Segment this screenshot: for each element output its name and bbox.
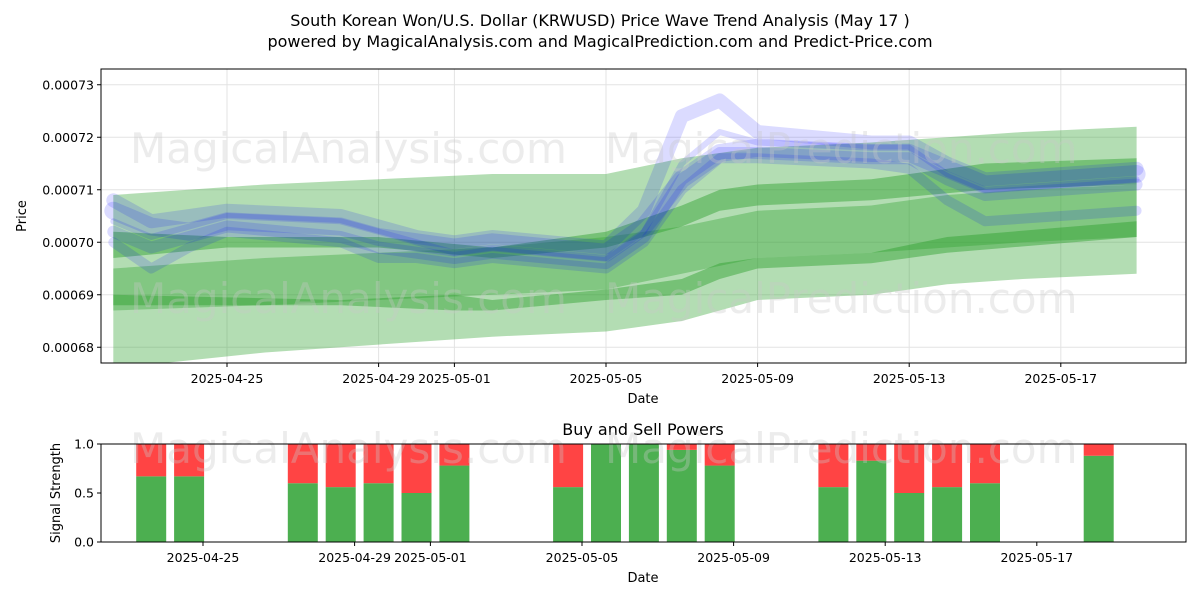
signal-x-tick-label: 2025-05-17 [1000, 550, 1073, 565]
buy-bar [856, 460, 887, 542]
price-y-ticks: 0.00068 0.00069 0.00070 0.00071 0.00072 0.000… [42, 77, 101, 355]
sell-bar [136, 444, 167, 477]
price-y-tick-label: 0.00069 [42, 287, 94, 302]
price-x-tick-label: 2025-04-25 [191, 371, 264, 386]
signal-x-label: Date [627, 571, 658, 586]
buy-bar [325, 487, 356, 542]
signal-x-tick-label: 2025-05-13 [849, 550, 922, 565]
signal-y-ticks: 0.0 0.5 1.0 [74, 437, 101, 550]
buy-bar [287, 483, 318, 542]
watermark-text: MagicalAnalysis.com [130, 274, 567, 323]
buy-bar [818, 487, 849, 542]
sell-bar [174, 444, 205, 477]
price-frame [100, 68, 1187, 364]
signal-y-tick-label: 0.0 [74, 535, 94, 550]
price-y-tick-label: 0.00072 [42, 130, 94, 145]
blue-wave-line [104, 138, 1146, 262]
watermark-text: MagicalAnalysis.com [130, 424, 567, 473]
watermark-text: MagicalPrediction.com [605, 424, 1078, 473]
buy-bar [363, 483, 394, 542]
price-x-ticks: 2025-04-25 2025-04-29 2025-05-01 2025-05-05… [191, 363, 1097, 386]
signal-x-tick-label: 2025-05-05 [546, 550, 619, 565]
sell-bar [439, 444, 470, 466]
green-band-trend1 [113, 158, 1137, 258]
sell-bar [287, 444, 318, 484]
price-panel: MagicalAnalysis.com MagicalPrediction.com… [15, 68, 1187, 407]
sell-bar [704, 444, 735, 466]
price-x-tick-label: 2025-05-05 [570, 371, 643, 386]
signal-x-tick-label: 2025-04-29 [318, 550, 391, 565]
watermark-text: MagicalPrediction.com [605, 274, 1078, 323]
signal-y-tick-label: 0.5 [74, 486, 94, 501]
price-y-tick-label: 0.00070 [42, 235, 94, 250]
buy-bar [628, 444, 659, 542]
sell-bar [1083, 444, 1114, 456]
signal-y-label: Signal Strength [49, 443, 64, 543]
price-grid [101, 69, 1186, 363]
chart-title: South Korean Won/U.S. Dollar (KRWUSD) Pr… [290, 11, 910, 30]
price-y-label: Price [15, 200, 30, 232]
sell-bar [363, 444, 394, 484]
signal-y-tick-label: 1.0 [74, 437, 94, 452]
blue-wave-line [107, 147, 1143, 270]
signal-panel: Buy and Sell Powers MagicalAnalysis.com M… [49, 420, 1187, 586]
sell-bar [666, 444, 697, 450]
price-x-label: Date [627, 392, 658, 407]
signal-x-tick-label: 2025-04-25 [167, 550, 240, 565]
price-x-tick-label: 2025-05-13 [873, 371, 946, 386]
signal-bars [136, 444, 1114, 542]
buy-bar [174, 476, 205, 542]
price-bands [113, 126, 1137, 363]
sell-bar [325, 444, 356, 488]
buy-bar [666, 449, 697, 542]
blue-wave-line [110, 129, 1140, 261]
price-x-tick-label: 2025-05-09 [721, 371, 794, 386]
sell-bar [818, 444, 849, 488]
sell-bar [553, 444, 584, 488]
green-band-trend2 [113, 221, 1137, 311]
sell-bar [856, 444, 887, 461]
price-y-tick-label: 0.00068 [42, 340, 94, 355]
buy-bar [439, 465, 470, 542]
buy-bar [401, 493, 432, 542]
price-x-tick-label: 2025-05-01 [418, 371, 491, 386]
sell-bar [970, 444, 1000, 484]
buy-bar [932, 487, 963, 542]
signal-x-tick-label: 2025-05-09 [697, 550, 770, 565]
buy-bar [591, 444, 621, 542]
price-watermarks: MagicalAnalysis.com MagicalPrediction.com… [130, 124, 1078, 323]
buy-bar [704, 465, 735, 542]
watermark-text: MagicalAnalysis.com [130, 124, 567, 173]
buy-bar [136, 476, 167, 542]
signal-x-ticks: 2025-04-25 2025-04-29 2025-05-01 2025-05-05… [167, 542, 1073, 565]
price-waves [104, 93, 1146, 274]
watermark-text: MagicalPrediction.com [605, 124, 1078, 173]
blue-wave-line [108, 153, 1142, 274]
sell-bar [401, 444, 432, 493]
chart-subtitle: powered by MagicalAnalysis.com and Magic… [267, 32, 932, 51]
sell-bar [932, 444, 963, 488]
blue-wave-line [106, 93, 1144, 255]
price-x-tick-label: 2025-05-17 [1024, 371, 1097, 386]
signal-watermarks: MagicalAnalysis.com MagicalPrediction.com [130, 424, 1078, 473]
buy-bar [1083, 455, 1114, 542]
price-y-tick-label: 0.00071 [42, 182, 94, 197]
buy-bar [894, 493, 925, 542]
green-band-low [113, 184, 1137, 363]
signal-title: Buy and Sell Powers [562, 420, 724, 439]
green-band-wide [113, 126, 1137, 311]
sell-bar [894, 444, 925, 493]
buy-bar [970, 483, 1000, 542]
buy-bar [553, 487, 584, 542]
signal-x-tick-label: 2025-05-01 [394, 550, 467, 565]
price-y-tick-label: 0.00073 [42, 77, 94, 92]
price-x-tick-label: 2025-04-29 [342, 371, 415, 386]
